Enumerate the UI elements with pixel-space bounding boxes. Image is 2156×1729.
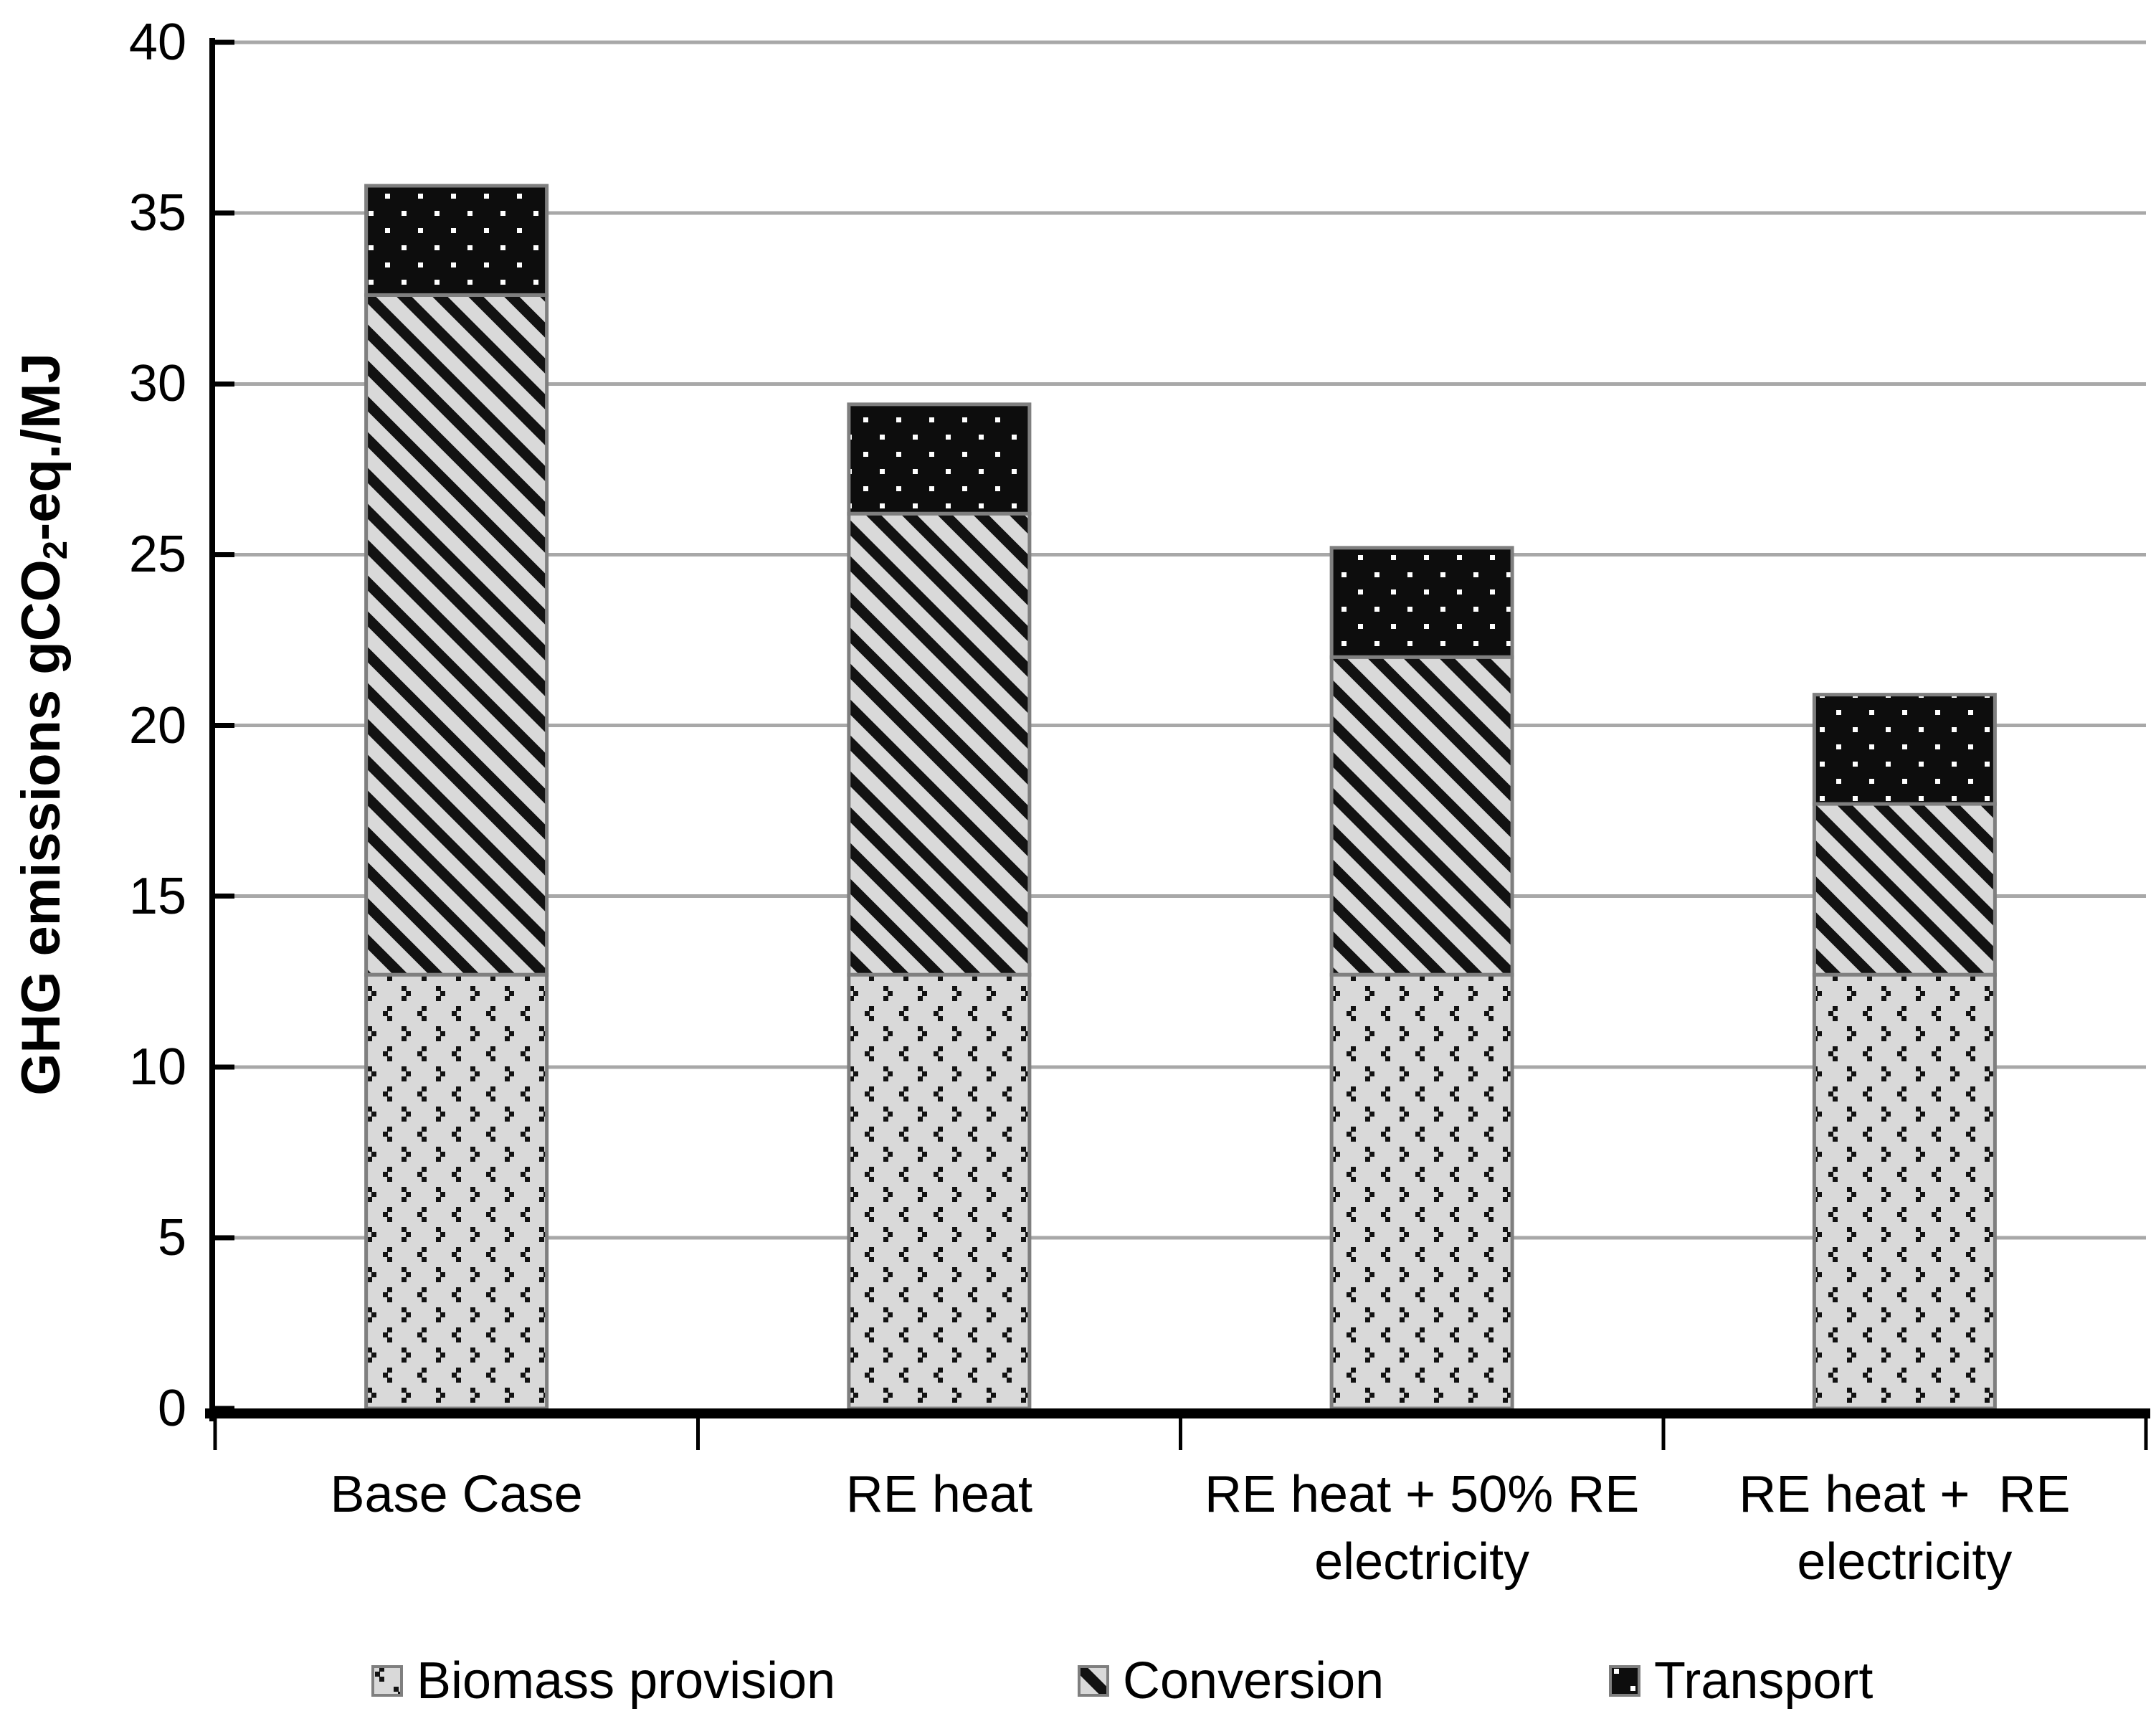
y-tick-label-20: 20 <box>128 696 186 754</box>
legend-label-conversion: Conversion <box>1123 1652 1385 1710</box>
segment-biomass-provision <box>364 972 549 1411</box>
axes <box>205 38 2150 1450</box>
y-axis-line <box>209 38 215 1421</box>
bar-re-heat-re-electricity <box>1812 693 1997 1411</box>
legend-swatch-biomass-pattern-icon <box>371 1665 403 1697</box>
segment-transport <box>1329 546 1514 659</box>
y-tick-label-25: 25 <box>128 526 186 584</box>
legend-swatch-transport-pattern-icon <box>1609 1665 1640 1697</box>
bar-re-heat <box>847 402 1032 1411</box>
legend: Biomass provision Conversion Transport <box>0 1655 2156 1727</box>
legend-label-biomass-provision: Biomass provision <box>417 1652 836 1710</box>
segment-conversion <box>364 293 549 977</box>
segment-conversion <box>847 511 1032 977</box>
segment-biomass-provision <box>1812 972 1997 1411</box>
legend-label-transport: Transport <box>1654 1652 1874 1710</box>
segment-transport <box>364 184 549 297</box>
x-category-label-re-heat-re-electricity: RE heat + RE electricity <box>1739 1466 2071 1591</box>
segment-conversion <box>1329 655 1514 977</box>
bars-group <box>364 184 1997 1411</box>
legend-item-biomass-provision: Biomass provision <box>371 1655 835 1707</box>
x-category-label-re-heat-50-re-electricity: RE heat + 50% RE electricity <box>1204 1466 1640 1591</box>
y-tick-label-35: 35 <box>128 184 186 242</box>
x-category-label-re-heat: RE heat <box>845 1466 1032 1523</box>
y-tick-label-0: 0 <box>157 1380 186 1437</box>
y-axis-title-text: GHG emissions gCO <box>11 559 72 1096</box>
legend-item-transport: Transport <box>1608 1655 1873 1707</box>
segment-transport <box>847 402 1032 516</box>
segment-biomass-provision <box>847 972 1032 1411</box>
y-tick-label-30: 30 <box>128 355 186 413</box>
x-axis-line <box>205 1408 2150 1418</box>
segment-conversion <box>1812 802 1997 977</box>
bar-base-case <box>364 184 549 1411</box>
x-category-label-base-case: Base Case <box>330 1466 583 1523</box>
y-tick-label-10: 10 <box>128 1038 186 1096</box>
legend-swatch-conversion-pattern-icon <box>1078 1665 1109 1697</box>
segment-transport <box>1812 693 1997 806</box>
y-tick-label-5: 5 <box>157 1208 186 1266</box>
segment-biomass-provision <box>1329 972 1514 1411</box>
bar-re-heat-50-re-electricity <box>1329 546 1514 1411</box>
legend-item-conversion: Conversion <box>1077 1655 1384 1707</box>
y-tick-label-40: 40 <box>128 14 186 71</box>
y-tick-label-15: 15 <box>128 867 186 925</box>
